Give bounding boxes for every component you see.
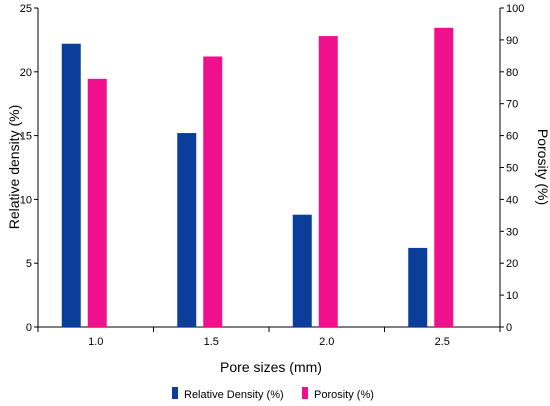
relative-density-bar — [177, 133, 197, 327]
relative-density-bar — [408, 247, 428, 327]
right-y-tick-label: 100 — [506, 3, 524, 15]
legend-swatch-porosity — [302, 387, 308, 399]
left-y-tick-label: 5 — [26, 258, 32, 270]
left-y-tick-label: 20 — [20, 67, 32, 79]
legend-label-relative-density: Relative Density (%) — [184, 389, 284, 401]
left-y-tick-label: 25 — [20, 3, 32, 15]
left-y-axis: 0 5 10 15 20 25 — [20, 3, 38, 334]
left-y-tick-label: 15 — [20, 131, 32, 143]
right-y-tick-label: 40 — [506, 194, 518, 206]
x-tick-label: 2.5 — [435, 336, 450, 348]
right-y-tick-label: 90 — [506, 35, 518, 47]
right-y-tick-label: 70 — [506, 99, 518, 111]
legend: Relative Density (%) Porosity (%) — [172, 387, 374, 401]
right-y-tick-label: 10 — [506, 290, 518, 302]
x-axis: 1.0 1.5 2.0 2.5 — [37, 327, 501, 348]
legend-swatch-relative-density — [172, 387, 178, 399]
right-y-tick-label: 80 — [506, 67, 518, 79]
porosity-bar — [87, 78, 107, 328]
bars — [61, 27, 454, 328]
relative-density-bar — [61, 43, 81, 328]
x-axis-label: Pore sizes (mm) — [220, 359, 322, 375]
x-tick-label: 1.5 — [204, 336, 219, 348]
left-y-tick-label: 0 — [26, 322, 32, 334]
porosity-bar — [318, 36, 338, 328]
right-y-axis: 0 10 20 30 40 50 60 70 80 90 100 — [500, 3, 524, 334]
legend-label-porosity: Porosity (%) — [314, 389, 374, 401]
relative-density-bar — [292, 214, 312, 327]
right-y-tick-label: 30 — [506, 226, 518, 238]
left-y-tick-label: 10 — [20, 194, 32, 206]
plot-area — [37, 8, 501, 328]
x-tick-label: 2.0 — [319, 336, 334, 348]
right-y-tick-label: 50 — [506, 163, 518, 175]
right-y-tick-label: 60 — [506, 131, 518, 143]
porosity-bar — [203, 56, 223, 327]
x-tick-label: 1.0 — [88, 336, 103, 348]
left-y-axis-label: Relative density (%) — [6, 105, 22, 230]
right-y-tick-label: 20 — [506, 258, 518, 270]
porosity-bar — [434, 27, 454, 327]
right-y-tick-label: 0 — [506, 322, 512, 334]
right-y-axis-label: Porosity (%) — [535, 129, 550, 205]
